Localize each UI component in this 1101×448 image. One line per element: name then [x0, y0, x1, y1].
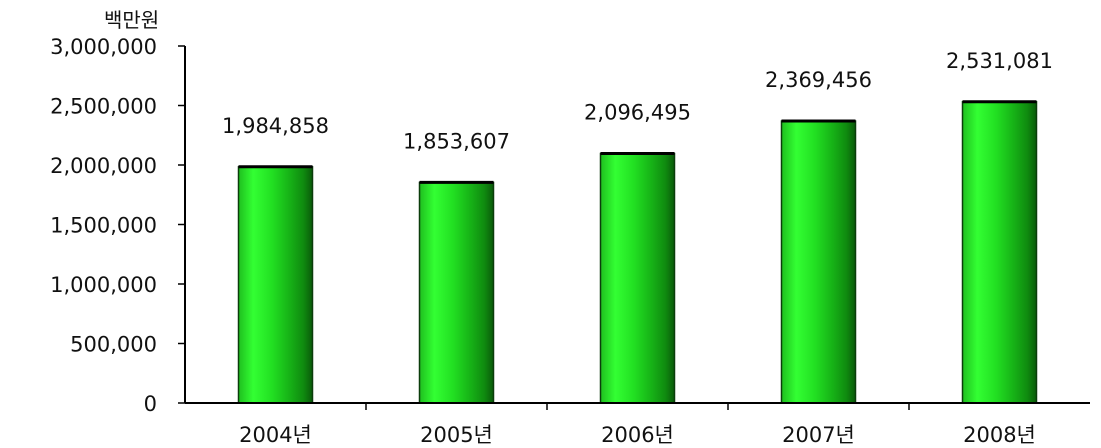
y-tick-label: 0: [144, 392, 157, 416]
bar-data-label: 2,369,456: [765, 68, 872, 92]
x-tick-label: 2006년: [601, 423, 674, 447]
y-tick-label: 1,000,000: [50, 273, 157, 297]
bar: [780, 120, 857, 404]
bar-data-label: 2,096,495: [584, 101, 691, 125]
y-axis-ticks: 0 500,000 1,000,000 1,500,000 2,000,000 2,500…: [50, 35, 185, 416]
x-tick-label: 2005년: [420, 423, 493, 447]
x-tick-label: 2008년: [963, 423, 1036, 447]
bar-data-label: 1,984,858: [222, 114, 329, 138]
x-tick-label: 2007년: [782, 423, 855, 447]
y-tick-label: 2,500,000: [50, 95, 157, 119]
y-tick-label: 3,000,000: [50, 35, 157, 59]
x-axis-ticks: 2004년 2005년 2006년 2007년 2008년: [239, 403, 1036, 447]
bar: [961, 101, 1038, 404]
y-axis-unit-label: 백만원: [104, 8, 159, 32]
bar: [418, 181, 495, 404]
bar-data-label: 1,853,607: [403, 129, 510, 153]
y-tick-label: 1,500,000: [50, 214, 157, 238]
bar-data-label: 2,531,081: [946, 49, 1053, 73]
x-tick-label: 2004년: [239, 423, 312, 447]
y-tick-label: 500,000: [70, 333, 157, 357]
bar: [599, 152, 676, 404]
bar: [237, 166, 314, 404]
y-tick-label: 2,000,000: [50, 154, 157, 178]
bars: 1,984,858 1,853,607 2,096,495 2,369,456 2,53…: [222, 49, 1053, 404]
